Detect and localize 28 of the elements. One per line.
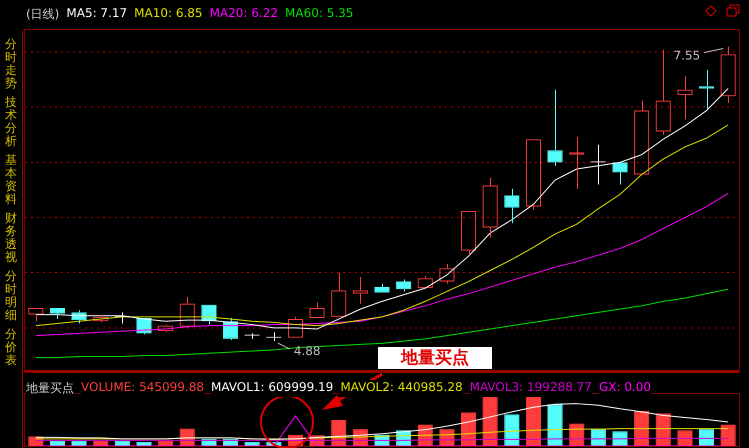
bar	[504, 414, 520, 446]
text: 分价表	[4, 327, 18, 367]
text: 分时明细	[4, 269, 18, 322]
text: 财务透视	[4, 211, 18, 264]
text: GX: 0.00	[598, 380, 652, 397]
chart-title: 地量买点	[26, 380, 74, 397]
candlestick	[374, 283, 390, 293]
text: MA10: 6.85	[134, 6, 203, 23]
annotation: 7.55	[673, 48, 700, 63]
text: MA5: 7.17	[66, 6, 128, 23]
bar	[482, 396, 498, 446]
text: MA60: 5.35	[285, 6, 354, 23]
text: 分时走势	[4, 37, 18, 90]
text: 技术分析	[4, 95, 18, 148]
annotation: 地量买点	[378, 347, 492, 369]
bar	[526, 395, 542, 446]
text: MA20: 6.22	[210, 6, 278, 23]
text: 基本资料	[4, 153, 18, 206]
text: MAVOL2: 440985.28	[340, 380, 463, 397]
bar	[548, 404, 563, 446]
text: VOLUME: 545099.88	[81, 380, 204, 397]
candlestick	[50, 308, 66, 320]
chart-title: (日线)	[26, 6, 60, 23]
annotation: 4.88	[294, 344, 321, 358]
text: MAVOL3: 199288.77	[470, 380, 592, 397]
bar	[634, 410, 650, 446]
text: MAVOL1: 609999.19	[211, 380, 334, 397]
bar	[720, 424, 736, 446]
